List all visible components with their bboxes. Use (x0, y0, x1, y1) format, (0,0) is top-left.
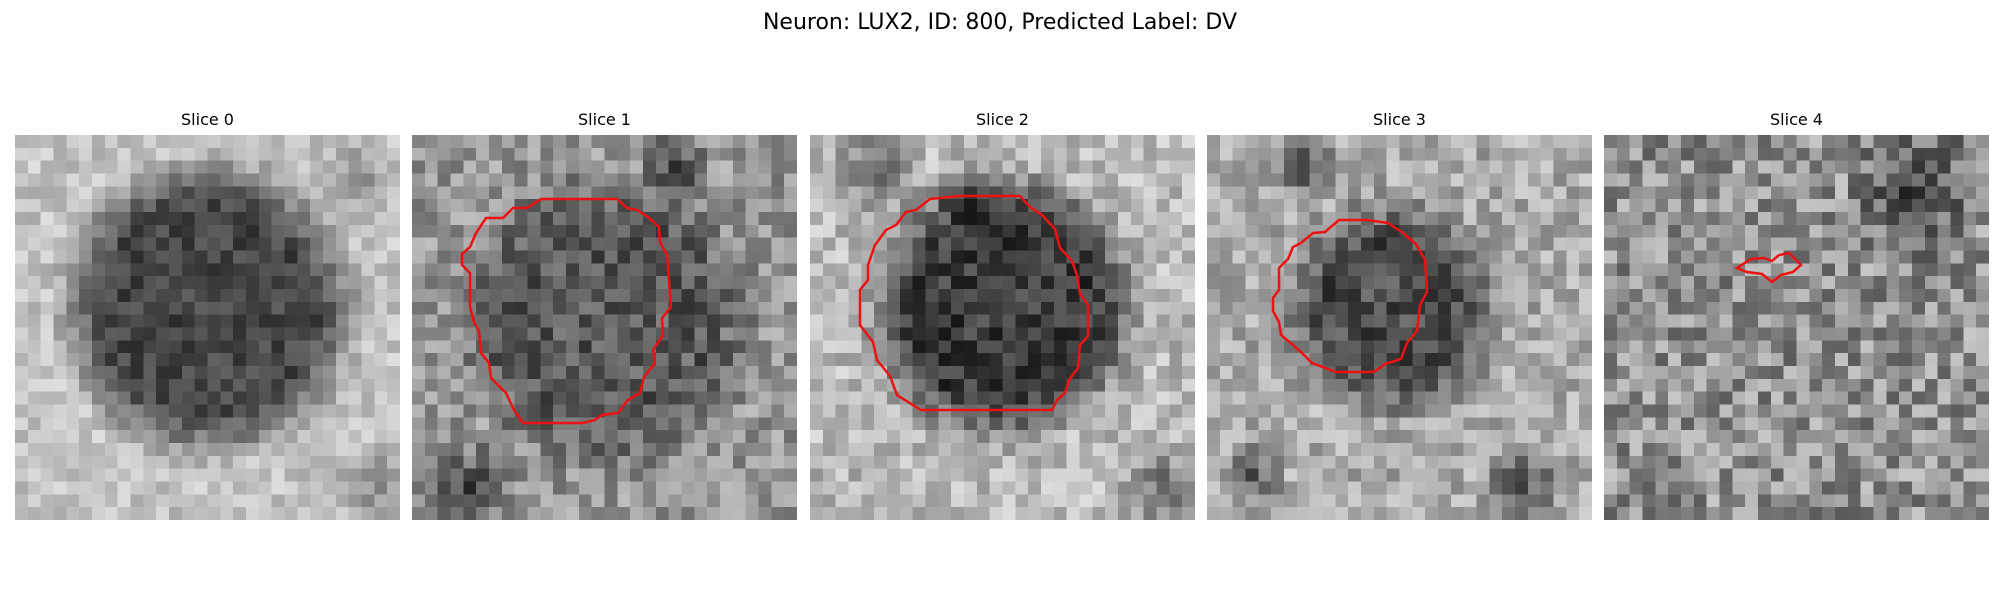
slice-image (1604, 135, 1989, 520)
slice-image (15, 135, 400, 520)
slice-title: Slice 3 (1373, 110, 1426, 129)
slice-image (1207, 135, 1592, 520)
slice-image (810, 135, 1195, 520)
slice-title: Slice 4 (1770, 110, 1823, 129)
figure-title: Neuron: LUX2, ID: 800, Predicted Label: … (762, 10, 1238, 35)
slice-title: Slice 1 (578, 110, 631, 129)
slice-title: Slice 2 (976, 110, 1029, 129)
slice-image (412, 135, 797, 520)
slice-title: Slice 0 (181, 110, 234, 129)
